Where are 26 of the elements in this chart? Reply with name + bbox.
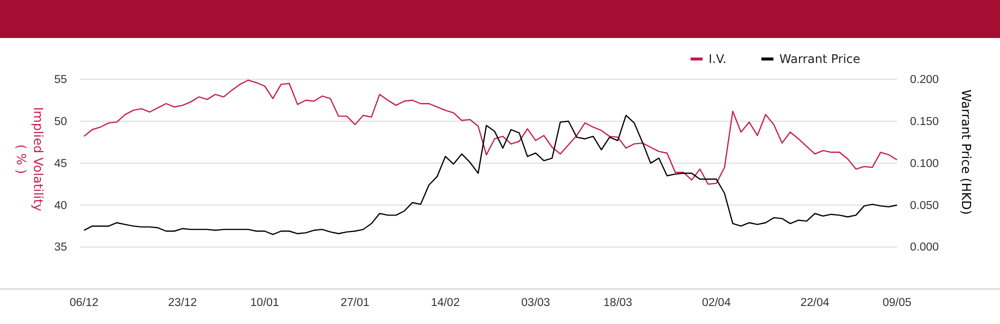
x-tick-label: 10/01 <box>250 296 280 309</box>
x-tick-label: 22/04 <box>800 296 830 309</box>
y2-axis-title: Warrant Price (HKD) <box>959 90 974 215</box>
y-tick-label: 40 <box>54 200 67 212</box>
y2-tick-label: 0.150 <box>910 116 939 128</box>
y-tick-label: 35 <box>54 242 67 254</box>
x-tick-label: 09/05 <box>882 296 912 309</box>
y-axis-title: Implied Volatility ( % ) <box>14 106 46 212</box>
x-tick-label: 18/03 <box>603 296 632 309</box>
x-tick-label: 14/02 <box>430 296 460 309</box>
y2-tick-label: 0.100 <box>910 158 939 170</box>
line-series <box>83 80 898 185</box>
y2-tick-label: 0.200 <box>910 74 939 86</box>
x-tick-label: 03/03 <box>521 296 550 309</box>
x-tick-label: 02/04 <box>702 296 732 309</box>
line-series <box>83 114 898 236</box>
y-tick-label: 45 <box>54 158 67 170</box>
y2-tick-label: 0.000 <box>910 242 939 254</box>
y-tick-label: 55 <box>54 74 67 86</box>
x-tick-label: 06/12 <box>70 296 98 309</box>
y-tick-label: 50 <box>54 116 67 128</box>
x-tick-label: 23/12 <box>168 296 197 309</box>
legend-label: I.V. <box>708 52 726 66</box>
legend-label: Warrant Price <box>779 52 860 66</box>
x-tick-label: 27/01 <box>340 296 370 309</box>
y2-tick-label: 0.050 <box>910 200 939 212</box>
